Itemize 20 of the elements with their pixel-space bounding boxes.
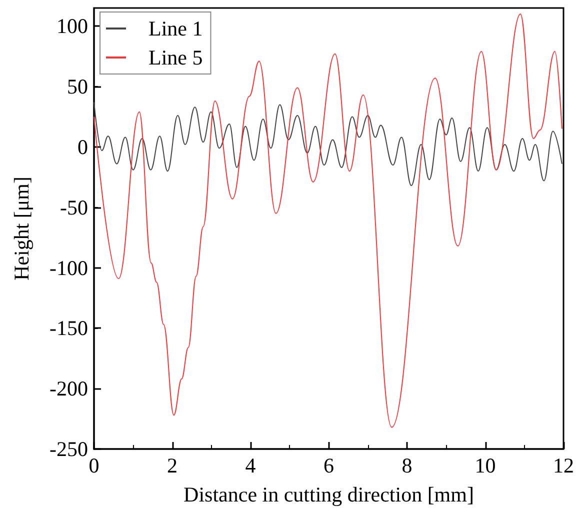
x-tick-label: 6: [324, 454, 334, 478]
x-tick-label: 12: [553, 454, 574, 478]
line-series: [94, 102, 562, 186]
x-tick-label: 8: [402, 454, 412, 478]
y-tick-label: -50: [60, 195, 88, 220]
y-tick-label: 50: [67, 74, 88, 99]
y-tick-label: -200: [50, 376, 88, 401]
y-tick-label: 100: [56, 14, 88, 38]
y-tick-label: -100: [50, 256, 88, 280]
x-tick-label: 2: [167, 454, 178, 478]
y-tick-label: -250: [50, 437, 88, 461]
y-tick-label: -150: [50, 316, 88, 340]
x-tick-label: 4: [245, 454, 256, 478]
line-series: [94, 14, 562, 428]
y-tick-label: 0: [78, 134, 88, 159]
x-tick-label: 10: [474, 454, 496, 478]
legend-label: Line 5: [148, 46, 203, 70]
x-axis-title: Distance in cutting direction [mm]: [184, 482, 474, 506]
y-axis-title: Height [μm]: [10, 176, 34, 280]
legend-label: Line 1: [148, 16, 203, 40]
